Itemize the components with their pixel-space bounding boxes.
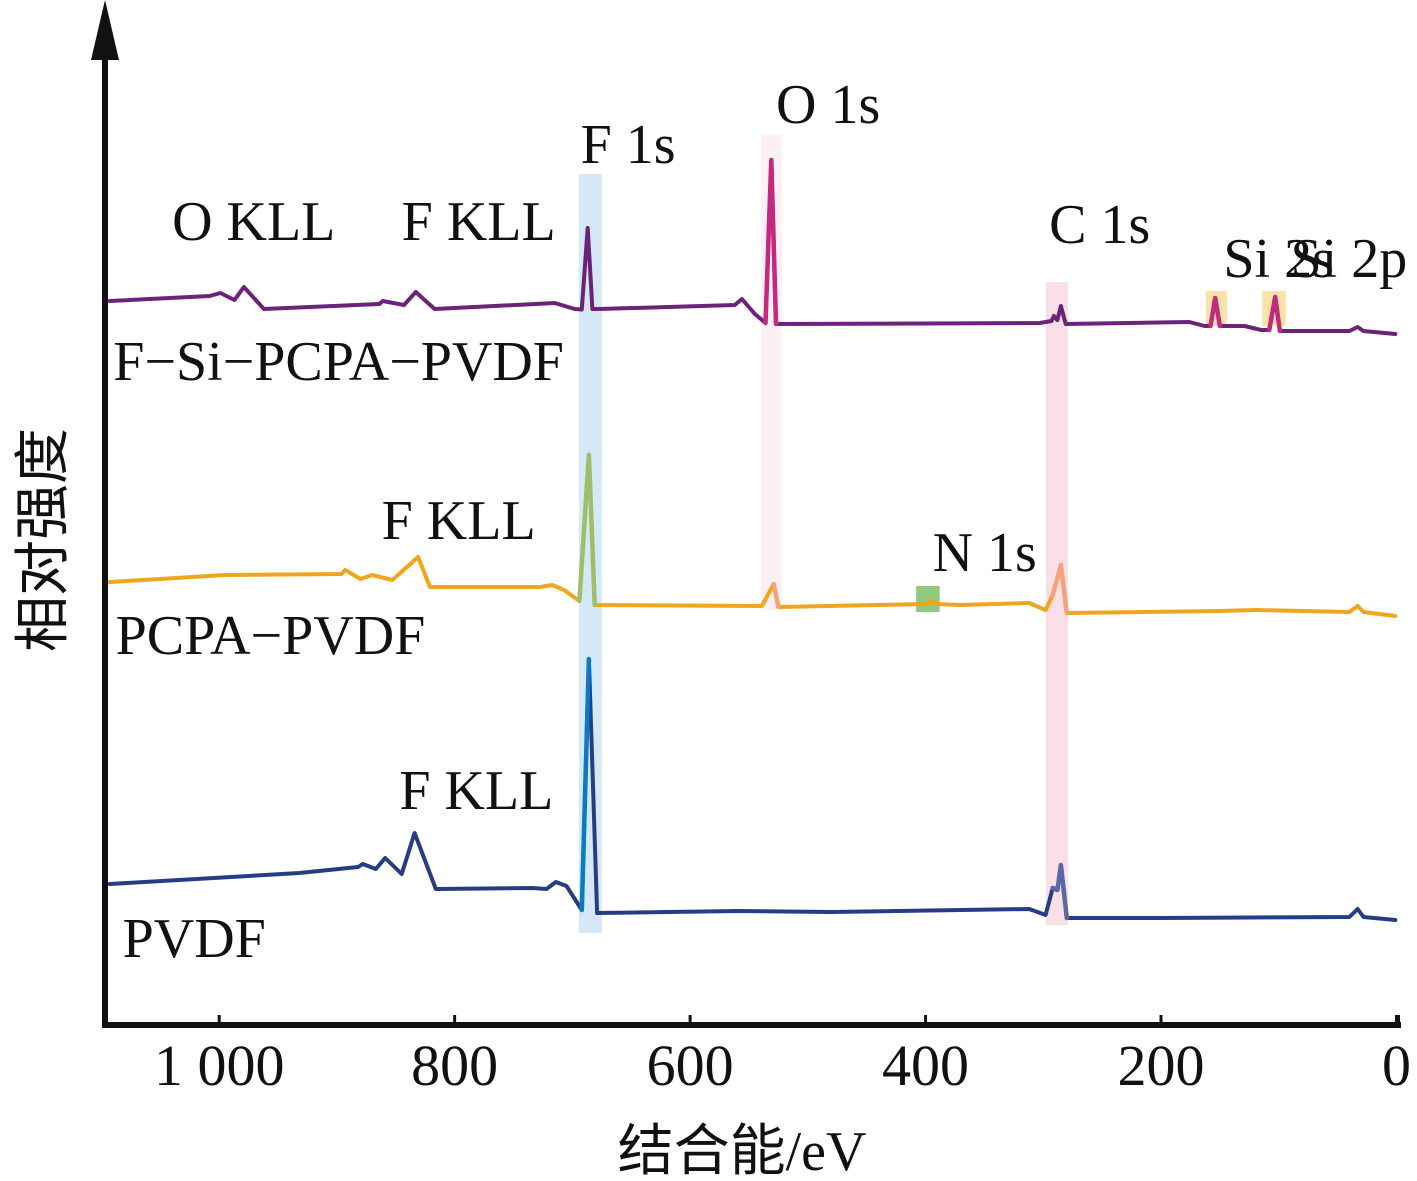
axes bbox=[91, 0, 1401, 1028]
peak-f-1s-pcpa-pvdf bbox=[577, 452, 597, 608]
series-label-f-si-pcpa-pvdf: F−Si−PCPA−PVDF bbox=[113, 331, 564, 393]
series-pvdf bbox=[107, 656, 1398, 922]
peak-annotations: F−Si−PCPA−PVDF PCPA−PVDF PVDF O KLL F KLL F 1… bbox=[113, 74, 1407, 970]
peak-label-o-kll: O KLL bbox=[172, 191, 335, 253]
peak-label-f-kll: F KLL bbox=[399, 760, 553, 822]
series-label-pvdf: PVDF bbox=[123, 908, 266, 970]
peak-si-2p-f-si-pcpa-pvdf bbox=[1267, 294, 1283, 334]
highlight-band-n-1s bbox=[916, 586, 940, 612]
x-tick-label-600: 600 bbox=[647, 1033, 734, 1098]
series-line-pvdf bbox=[107, 657, 1398, 922]
series-f-si-pcpa-pvdf bbox=[107, 157, 1398, 336]
x-tick-label-200: 200 bbox=[1118, 1033, 1205, 1098]
x-tick-label-1000: 1 000 bbox=[154, 1033, 285, 1098]
peak-f-1s-pvdf bbox=[579, 656, 592, 913]
peak-o-1s-f-si-pcpa-pvdf bbox=[763, 157, 779, 327]
x-tick-label-400: 400 bbox=[882, 1033, 969, 1098]
x-ticks: 1 000 800 600 400 200 0 bbox=[154, 1015, 1411, 1098]
peak-label-f-kll: F KLL bbox=[382, 490, 536, 552]
x-axis-title: 结合能/eV bbox=[618, 1121, 867, 1181]
peak-label-n-1s: N 1s bbox=[933, 522, 1037, 584]
peak-label-f-kll: F KLL bbox=[402, 191, 556, 253]
highlight-band-c-1s bbox=[1045, 282, 1069, 925]
y-axis-arrow-icon bbox=[91, 0, 119, 60]
series-label-pcpa-pvdf: PCPA−PVDF bbox=[116, 605, 426, 667]
peak-si-2s-f-si-pcpa-pvdf bbox=[1208, 295, 1223, 329]
peak-label-si-2p: Si 2p bbox=[1291, 228, 1408, 290]
x-tick-label-0: 0 bbox=[1382, 1033, 1411, 1098]
x-tick-label-800: 800 bbox=[411, 1033, 498, 1098]
peak-label-o-1s: O 1s bbox=[776, 74, 880, 136]
peak-c-1s-pvdf bbox=[1050, 862, 1070, 921]
peak-c-1s-pcpa-pvdf bbox=[1050, 562, 1070, 616]
peak-label-si-2s: Si 2s bbox=[1223, 228, 1334, 290]
y-axis-title: 相对强度 bbox=[13, 428, 75, 652]
peak-label-f-1s: F 1s bbox=[581, 114, 676, 176]
peak-o-1s-pcpa-pvdf bbox=[771, 581, 781, 610]
series-line-pcpa-pvdf bbox=[107, 453, 1398, 618]
series-pcpa-pvdf bbox=[107, 452, 1398, 618]
peak-label-c-1s: C 1s bbox=[1049, 194, 1150, 256]
spectra bbox=[107, 157, 1398, 922]
